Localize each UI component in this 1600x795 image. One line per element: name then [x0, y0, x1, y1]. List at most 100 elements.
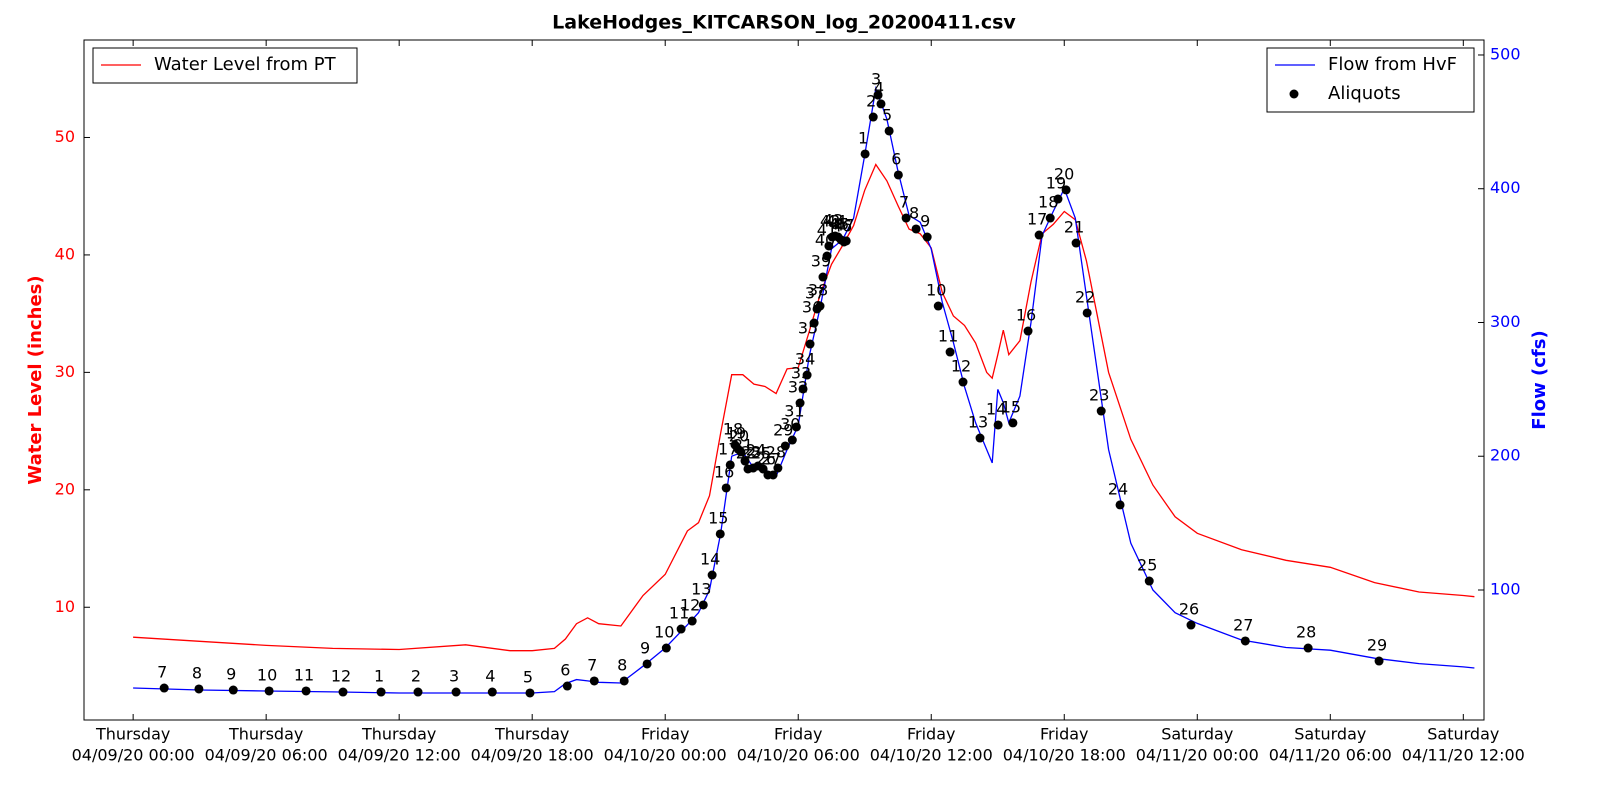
- aliquot-label: 15: [708, 508, 728, 527]
- aliquot-point: [661, 643, 671, 653]
- legend-label: Water Level from PT: [154, 54, 337, 75]
- aliquot-point: [824, 241, 834, 251]
- aliquot-label: 43: [823, 210, 843, 229]
- aliquot-label: 16: [1016, 306, 1036, 325]
- aliquot-point: [893, 170, 903, 180]
- aliquot-point: [1115, 500, 1125, 510]
- x-tick-label: 04/10/20 06:00: [737, 746, 860, 765]
- aliquot-point: [791, 422, 801, 432]
- aliquot-point: [802, 370, 812, 380]
- aliquot-label: 25: [1137, 556, 1157, 575]
- aliquot-label: 19: [726, 424, 746, 443]
- aliquot-label: 46: [832, 216, 852, 235]
- legend-label: Aliquots: [1328, 83, 1401, 104]
- aliquot-point: [725, 460, 735, 470]
- aliquot-point: [525, 688, 535, 698]
- aliquot-point: [975, 433, 985, 443]
- aliquot-point: [740, 456, 750, 466]
- plot-frame: [83, 39, 1485, 721]
- aliquot-point: [413, 687, 423, 697]
- aliquot-label: 5: [523, 667, 533, 686]
- x-tick-label: Friday: [641, 725, 690, 744]
- aliquot-point: [780, 441, 790, 451]
- aliquot-point: [758, 464, 768, 474]
- x-tick-label: 04/09/20 18:00: [471, 746, 594, 765]
- aliquot-label: 24: [746, 441, 766, 460]
- aliquot-label: 24: [1108, 479, 1128, 498]
- aliquot-label: 42: [820, 212, 840, 231]
- aliquot-label: 22: [736, 443, 756, 462]
- aliquot-label: 27: [761, 449, 781, 468]
- y2-tick-label: 500: [1490, 44, 1521, 63]
- aliquot-label: 14: [986, 399, 1006, 418]
- chart-title: LakeHodges_KITCARSON_log_20200411.csv: [552, 12, 1016, 34]
- aliquot-point: [860, 149, 870, 159]
- aliquot-point: [698, 600, 708, 610]
- aliquot-point: [642, 659, 652, 669]
- aliquot-label: 18: [723, 420, 743, 439]
- aliquot-label: 13: [968, 413, 988, 432]
- aliquot-point: [884, 126, 894, 136]
- aliquot-label: 5: [882, 105, 892, 124]
- y-tick-label: 10: [55, 597, 75, 616]
- aliquot-label: 8: [192, 663, 202, 682]
- aliquot-point: [301, 686, 311, 696]
- aliquot-label: 10: [257, 665, 277, 684]
- x-tick-label: Thursday: [228, 725, 303, 744]
- x-tick-label: Thursday: [494, 725, 569, 744]
- aliquot-label: 3: [449, 667, 459, 686]
- aliquot-point: [933, 301, 943, 311]
- aliquot-label: 37: [805, 283, 825, 302]
- aliquot-label: 29: [1367, 636, 1387, 655]
- aliquot-label: 23: [1089, 386, 1109, 405]
- x-tick-label: 04/11/20 00:00: [1136, 746, 1259, 765]
- x-tick-label: 04/11/20 06:00: [1269, 746, 1392, 765]
- x-tick-label: 04/10/20 12:00: [870, 746, 993, 765]
- aliquot-label: 27: [1233, 615, 1253, 634]
- aliquot-point: [809, 318, 819, 328]
- aliquot-point: [1240, 636, 1250, 646]
- aliquot-label: 1: [858, 128, 868, 147]
- aliquot-point: [721, 483, 731, 493]
- y-tick-label: 40: [55, 244, 75, 263]
- aliquot-point: [815, 301, 825, 311]
- aliquot-point: [868, 112, 878, 122]
- aliquot-label: 44: [826, 212, 846, 231]
- aliquot-label: 25: [751, 443, 771, 462]
- aliquot-point: [1008, 418, 1018, 428]
- aliquot-point: [487, 687, 497, 697]
- x-tick-label: Thursday: [361, 725, 436, 744]
- aliquot-point: [911, 224, 921, 234]
- aliquot-point: [159, 683, 169, 693]
- aliquot-label: 13: [691, 579, 711, 598]
- aliquot-point: [562, 681, 572, 691]
- aliquot-point: [873, 90, 883, 100]
- aliquot-point: [958, 377, 968, 387]
- aliquot-point: [687, 616, 697, 626]
- aliquot-label: 11: [669, 604, 689, 623]
- aliquot-label: 34: [795, 350, 815, 369]
- aliquot-label: 11: [294, 665, 314, 684]
- x-tick-label: Friday: [907, 725, 956, 744]
- x-tick-label: Friday: [774, 725, 823, 744]
- aliquot-label: 17: [1027, 210, 1047, 229]
- aliquot-label: 8: [909, 203, 919, 222]
- aliquot-label: 4: [874, 78, 884, 97]
- aliquot-point: [1053, 194, 1063, 204]
- aliquot-label: 4: [485, 667, 495, 686]
- aliquot-point: [619, 676, 629, 686]
- x-tick-label: Saturday: [1427, 725, 1499, 744]
- series-line: [133, 163, 1475, 652]
- aliquot-label: 38: [808, 281, 828, 300]
- aliquot-point: [922, 232, 932, 242]
- aliquot-label: 12: [680, 596, 700, 615]
- aliquot-label: 1: [374, 667, 384, 686]
- aliquot-point: [945, 347, 955, 357]
- legend-marker: [1289, 89, 1299, 99]
- aliquot-label: 9: [226, 665, 236, 684]
- aliquot-point: [822, 251, 832, 261]
- aliquot-label: 20: [1054, 164, 1074, 183]
- x-tick-label: 04/10/20 18:00: [1003, 746, 1126, 765]
- aliquot-point: [676, 624, 686, 634]
